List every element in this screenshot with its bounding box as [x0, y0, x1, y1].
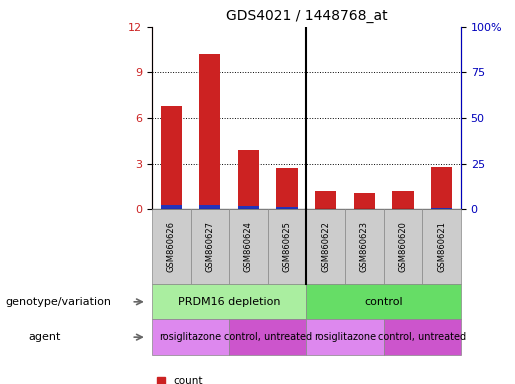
Text: GSM860627: GSM860627 [205, 221, 214, 272]
Bar [431, 208, 452, 209]
Text: GSM860625: GSM860625 [283, 221, 291, 272]
Bar [199, 205, 220, 209]
Bar [161, 205, 182, 209]
Text: GSM860621: GSM860621 [437, 221, 446, 272]
Text: GSM860623: GSM860623 [360, 221, 369, 272]
Text: rosiglitazone: rosiglitazone [160, 332, 221, 342]
Text: rosiglitazone: rosiglitazone [314, 332, 376, 342]
Bar [161, 106, 182, 209]
Legend: count, percentile rank within the sample: count, percentile rank within the sample [157, 376, 350, 384]
Title: GDS4021 / 1448768_at: GDS4021 / 1448768_at [226, 9, 387, 23]
Bar [277, 168, 298, 209]
Text: control, untreated: control, untreated [224, 332, 312, 342]
Text: GSM860624: GSM860624 [244, 221, 253, 272]
Bar [392, 191, 414, 209]
Bar [431, 167, 452, 209]
Bar [238, 150, 259, 209]
Bar [238, 206, 259, 209]
Text: PRDM16 depletion: PRDM16 depletion [178, 297, 281, 307]
Text: GSM860622: GSM860622 [321, 221, 330, 272]
Text: control: control [365, 297, 403, 307]
Bar [277, 207, 298, 209]
Bar [315, 191, 336, 209]
Bar [199, 54, 220, 209]
Text: agent: agent [28, 332, 61, 342]
Bar [354, 192, 375, 209]
Text: control, untreated: control, untreated [378, 332, 467, 342]
Text: GSM860620: GSM860620 [399, 221, 407, 272]
Text: GSM860626: GSM860626 [167, 221, 176, 272]
Text: genotype/variation: genotype/variation [5, 297, 111, 307]
